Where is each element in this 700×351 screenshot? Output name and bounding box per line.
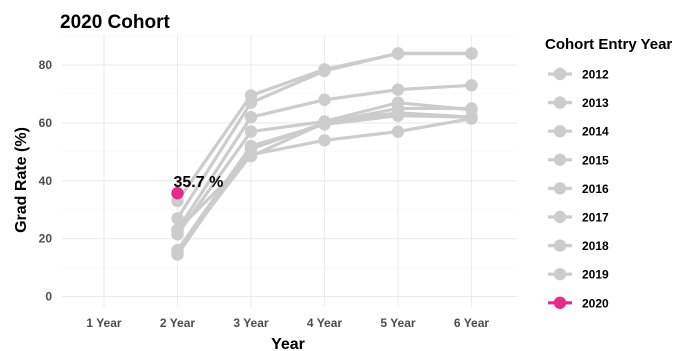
data-label-2020: 35.7 % (174, 174, 224, 191)
x-tick-label: 5 Year (380, 316, 415, 330)
data-point-2019 (391, 125, 405, 138)
data-point-2015 (244, 125, 258, 138)
legend-label: 2019 (582, 268, 609, 282)
legend-label: 2020 (582, 296, 609, 310)
x-tick-label: 4 Year (307, 316, 342, 330)
legend-key-point (553, 268, 567, 281)
legend-item-2014: 2014 (548, 125, 609, 139)
grid (62, 35, 517, 307)
data-point-2012 (465, 79, 478, 92)
data-point-2017 (465, 102, 478, 115)
x-axis-title: Year (271, 336, 305, 351)
legend-label: 2017 (582, 211, 609, 225)
legend: 2012 2013 2014 2015 2016 2017 2018 2019 2020 (548, 68, 609, 310)
data-point-2019 (244, 148, 258, 161)
legend-item-2018: 2018 (548, 239, 609, 253)
legend-title: Cohort Entry Year (545, 36, 672, 53)
x-tick-label: 2 Year (160, 316, 195, 330)
legend-item-2020: 2020 (548, 296, 609, 310)
data-point-2012 (318, 93, 331, 106)
data-point-2012 (244, 110, 258, 124)
data-point-2014 (465, 47, 478, 60)
data-point-2018 (171, 223, 184, 237)
legend-key-point (553, 210, 567, 224)
legend-label: 2015 (582, 153, 609, 167)
legend-label: 2018 (582, 239, 609, 253)
data-point-2014 (318, 63, 331, 76)
y-tick-label: 0 (45, 290, 52, 304)
series-2018 (171, 106, 478, 237)
data-point-2019 (171, 244, 184, 257)
legend-label: 2013 (582, 96, 609, 110)
legend-label: 2016 (582, 182, 609, 196)
y-tick-label: 80 (39, 58, 53, 72)
legend-item-2017: 2017 (548, 211, 609, 225)
legend-item-2016: 2016 (548, 182, 609, 196)
data-point-2014 (244, 89, 258, 102)
legend-item-2012: 2012 (548, 68, 609, 82)
x-tick-label: 1 Year (86, 316, 121, 330)
data-point-2019 (465, 112, 478, 125)
y-axis-title: Grad Rate (%) (13, 127, 30, 233)
legend-key-point (553, 296, 567, 309)
data-point-2019 (318, 134, 331, 147)
legend-label: 2012 (582, 68, 609, 82)
legend-label: 2014 (582, 125, 609, 139)
data-labels: 35.7 % (174, 174, 224, 191)
legend-key-point (553, 96, 567, 109)
series-2019 (171, 112, 478, 257)
legend-key-point (553, 182, 567, 195)
y-tick-label: 60 (39, 116, 53, 130)
series-2020 (171, 187, 184, 200)
data-point-2012 (391, 83, 405, 96)
legend-key-point (553, 239, 567, 252)
legend-item-2015: 2015 (548, 153, 609, 167)
y-tick-label: 40 (39, 174, 53, 188)
legend-key-point (553, 125, 567, 138)
y-tick-label: 20 (39, 232, 53, 246)
legend-item-2019: 2019 (548, 268, 609, 282)
x-tick-label: 3 Year (233, 316, 268, 330)
x-tick-label: 6 Year (454, 316, 489, 330)
data-point-2018 (318, 116, 331, 130)
data-point-2018 (391, 106, 405, 119)
data-point-2014 (391, 47, 405, 60)
series-lines (171, 47, 478, 261)
data-point-2020 (171, 187, 184, 200)
legend-item-2013: 2013 (548, 96, 609, 110)
chart-title: 2020 Cohort (60, 12, 170, 33)
axes: 0 20 40 60 80 1 Year 2 Year 3 Year 4 Year 5 Year 6… (39, 58, 490, 330)
legend-key-point (553, 153, 567, 166)
data-point-2013 (171, 212, 184, 225)
legend-key-point (553, 67, 567, 81)
